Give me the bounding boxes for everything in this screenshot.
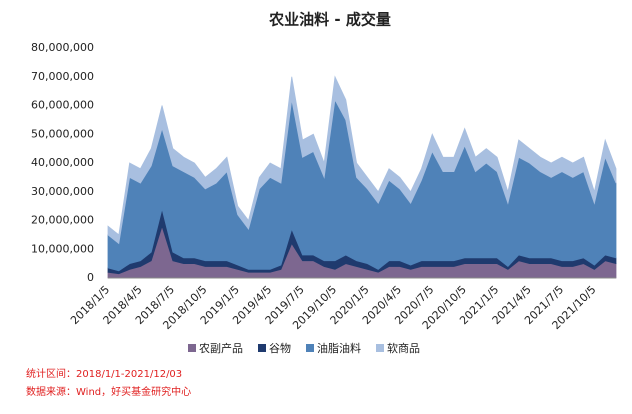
legend-swatch xyxy=(188,344,196,352)
area xyxy=(107,75,617,245)
legend-label: 油脂油料 xyxy=(317,341,361,355)
y-tick-label: 20,000,000 xyxy=(31,214,94,227)
note: 数据来源：Wind，好买基金研究中心 xyxy=(26,385,191,398)
note: 统计区间：2018/1/1-2021/12/03 xyxy=(26,367,182,380)
legend-swatch xyxy=(306,344,314,352)
y-tick-label: 70,000,000 xyxy=(31,70,94,83)
y-tick-label: 10,000,000 xyxy=(31,242,94,255)
legend-label: 谷物 xyxy=(269,341,291,355)
legend-swatch xyxy=(376,344,384,352)
legend-swatch xyxy=(258,344,266,352)
y-tick-label: 60,000,000 xyxy=(31,99,94,112)
y-tick-label: 30,000,000 xyxy=(31,185,94,198)
legend-label: 软商品 xyxy=(387,341,420,355)
area xyxy=(107,98,617,272)
y-tick-label: 40,000,000 xyxy=(31,156,94,169)
y-tick-label: 80,000,000 xyxy=(31,41,94,54)
legend-label: 农副产品 xyxy=(199,341,243,355)
y-tick-label: 50,000,000 xyxy=(31,127,94,140)
chart-title: 农业油料 - 成交量 xyxy=(268,11,391,29)
y-tick-label: 0 xyxy=(87,271,94,284)
